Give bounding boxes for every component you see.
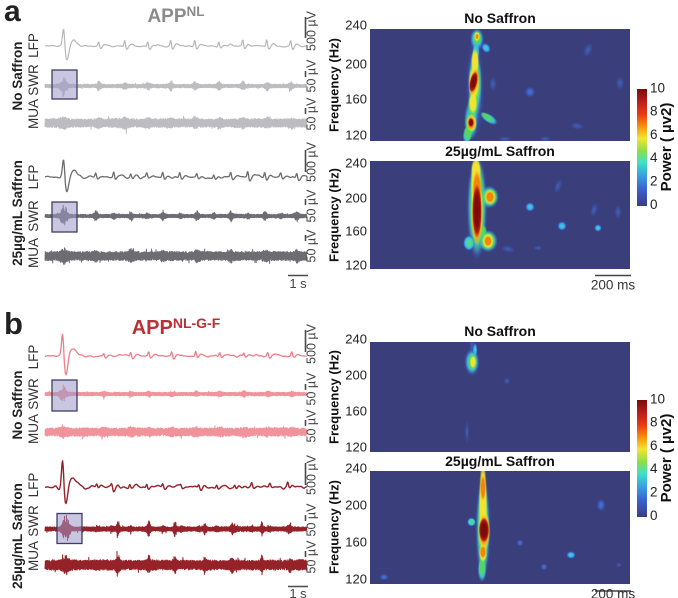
svg-text:8: 8 [650, 104, 658, 119]
svg-text:50 µV: 50 µV [305, 229, 319, 263]
svg-text:Frequency (Hz): Frequency (Hz) [327, 350, 342, 444]
svg-text:240: 240 [345, 461, 367, 476]
svg-text:500 µV: 500 µV [305, 141, 319, 182]
svg-text:2: 2 [650, 174, 658, 189]
svg-text:1 s: 1 s [289, 586, 307, 598]
svg-text:1 s: 1 s [289, 276, 307, 291]
svg-text:200: 200 [345, 57, 367, 72]
svg-text:50 µV: 50 µV [305, 503, 319, 537]
svg-text:Frequency (Hz): Frequency (Hz) [327, 168, 342, 262]
svg-text:MUA: MUA [26, 99, 41, 129]
svg-text:APPNL: APPNL [147, 4, 204, 27]
svg-text:LFP: LFP [26, 165, 41, 190]
svg-text:SWR: SWR [26, 64, 41, 96]
svg-text:LFP: LFP [26, 473, 41, 498]
svg-text:No Saffron: No Saffron [464, 10, 536, 26]
svg-text:200 ms: 200 ms [591, 587, 636, 598]
svg-text:160: 160 [345, 224, 367, 239]
svg-text:a: a [4, 0, 21, 28]
svg-text:6: 6 [650, 438, 658, 453]
svg-text:50 µV: 50 µV [305, 409, 319, 443]
svg-text:120: 120 [345, 440, 367, 455]
svg-text:No Saffron: No Saffron [10, 42, 25, 111]
svg-text:Power ( µv2): Power ( µv2) [658, 414, 675, 503]
svg-text:No Saffron: No Saffron [10, 371, 25, 440]
svg-text:500 µV: 500 µV [305, 10, 319, 51]
svg-text:200 ms: 200 ms [591, 278, 636, 293]
svg-text:25µg/mL Saffron: 25µg/mL Saffron [445, 143, 555, 159]
svg-text:MUA: MUA [26, 541, 41, 571]
svg-text:SWR: SWR [26, 200, 41, 232]
svg-text:LFP: LFP [26, 345, 41, 370]
svg-text:50 µV: 50 µV [305, 59, 319, 93]
svg-text:120: 120 [345, 572, 367, 587]
svg-text:4: 4 [650, 150, 658, 165]
svg-text:200: 200 [345, 191, 367, 206]
svg-text:0: 0 [650, 508, 658, 523]
svg-text:MUA: MUA [26, 414, 41, 444]
svg-text:50 µV: 50 µV [305, 189, 319, 223]
svg-text:25µg/mL Saffron: 25µg/mL Saffron [10, 483, 25, 589]
svg-text:APPNL-G-F: APPNL-G-F [132, 315, 221, 339]
svg-text:500 µV: 500 µV [305, 454, 319, 495]
svg-text:120: 120 [345, 258, 367, 273]
svg-text:LFP: LFP [26, 33, 41, 58]
svg-text:MUA: MUA [26, 238, 41, 268]
svg-text:Frequency (Hz): Frequency (Hz) [327, 38, 342, 132]
svg-text:SWR: SWR [26, 378, 41, 410]
svg-text:240: 240 [345, 156, 367, 171]
svg-text:50 µV: 50 µV [305, 97, 319, 131]
svg-text:160: 160 [345, 92, 367, 107]
svg-text:25µg/mL Saffron: 25µg/mL Saffron [445, 453, 555, 469]
svg-text:No Saffron: No Saffron [464, 323, 536, 339]
svg-text:4: 4 [650, 461, 658, 476]
svg-text:Frequency (Hz): Frequency (Hz) [327, 480, 342, 574]
svg-text:2: 2 [650, 485, 658, 500]
svg-text:25µg/mL Saffron: 25µg/mL Saffron [10, 160, 25, 266]
svg-text:120: 120 [345, 128, 367, 143]
svg-text:8: 8 [650, 415, 658, 430]
svg-text:Power ( µv2): Power ( µv2) [658, 103, 675, 192]
svg-text:200: 200 [345, 368, 367, 383]
svg-text:200: 200 [345, 498, 367, 513]
svg-text:240: 240 [345, 332, 367, 347]
svg-text:b: b [4, 306, 23, 341]
svg-text:SWR: SWR [26, 505, 41, 537]
svg-text:6: 6 [650, 127, 658, 142]
svg-text:500 µV: 500 µV [305, 323, 319, 364]
svg-text:10: 10 [650, 391, 665, 406]
svg-text:160: 160 [345, 404, 367, 419]
svg-text:240: 240 [345, 18, 367, 33]
svg-text:10: 10 [650, 80, 665, 95]
svg-text:0: 0 [650, 197, 658, 212]
svg-text:160: 160 [345, 535, 367, 550]
svg-text:50 µV: 50 µV [305, 372, 319, 406]
svg-text:50 µV: 50 µV [305, 540, 319, 574]
